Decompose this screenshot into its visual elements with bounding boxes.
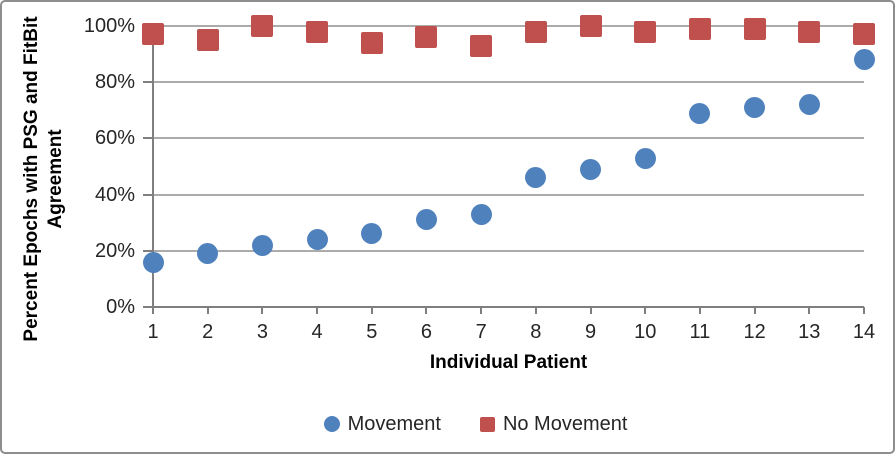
data-point-movement [580,158,602,180]
y-tick-label: 80% [94,71,135,94]
x-axis-tick [316,307,319,314]
data-point-movement [197,243,219,265]
x-axis-tick [534,307,537,314]
data-point-movement [142,251,164,273]
y-axis-line [152,26,154,313]
x-axis-tick [261,307,264,314]
x-tick-label: 1 [147,321,159,343]
gridline [153,249,864,252]
x-axis-tick [425,307,428,314]
data-point-no-movement [306,20,329,43]
data-point-movement [634,147,656,169]
y-tick-label: 100% [83,15,135,37]
data-point-movement [525,167,547,189]
data-point-no-movement [853,23,875,46]
x-axis-tick [589,307,592,314]
x-axis-tick [152,307,154,314]
data-point-no-movement [634,20,657,43]
data-point-movement [798,94,820,116]
data-point-movement [306,229,328,251]
x-tick-label: 7 [475,321,487,343]
gridline [153,81,864,84]
x-tick-label: 10 [634,321,657,343]
data-point-no-movement [142,23,164,46]
data-point-no-movement [743,17,766,40]
y-axis-tick [143,137,153,140]
x-tick-label: 12 [743,321,766,343]
data-point-no-movement [579,15,602,37]
data-point-movement [689,102,711,124]
data-point-movement [361,223,383,245]
y-tick-label: 40% [94,183,135,206]
x-axis-tick [698,307,701,314]
y-axis-tick [143,193,153,196]
x-tick-label: 9 [584,321,597,343]
legend-item-no-movement: No Movement [479,412,628,436]
x-tick-label: 8 [530,321,542,343]
x-axis-tick [644,307,647,314]
x-tick-label: 14 [852,321,876,343]
data-point-movement [470,203,492,225]
x-axis-tick [370,307,373,314]
gridline [153,193,864,196]
legend-label: Movement [347,412,441,435]
x-tick-label: 11 [689,321,711,343]
data-point-no-movement [524,20,547,43]
x-axis-tick [753,307,756,314]
y-axis-tick [143,81,153,84]
data-point-movement [415,209,437,231]
data-point-movement [251,234,273,256]
x-axis-tick [480,307,483,314]
legend-marker-circle-icon [323,416,340,432]
gridline [153,137,864,140]
data-point-no-movement [251,15,274,37]
x-tick-label: 5 [366,321,378,343]
legend-marker-square-icon [479,416,495,432]
x-tick-label: 6 [420,321,433,343]
gridline [153,25,864,27]
y-tick-label: 60% [94,127,135,150]
data-point-movement [744,96,766,118]
y-tick-label: 20% [94,239,135,262]
x-tick-label: 13 [798,321,821,343]
y-axis-tick [143,249,153,252]
y-tick-label: 0% [106,296,135,318]
legend-label: No Movement [502,412,628,435]
data-point-no-movement [415,26,438,49]
x-axis-title: Individual Patient [429,352,588,373]
x-axis-tick [808,307,811,314]
data-point-no-movement [470,34,493,57]
x-axis-line [143,306,864,308]
legend-item-movement: Movement [323,412,441,436]
x-axis-tick [206,307,209,314]
data-point-no-movement [798,20,821,43]
data-point-no-movement [688,17,711,40]
x-tick-label: 4 [311,321,323,343]
x-tick-label: 3 [256,321,268,343]
data-point-no-movement [360,31,383,54]
x-axis-tick [863,307,865,314]
data-point-no-movement [196,29,219,52]
legend: Movement No Movement [30,408,893,440]
x-tick-label: 2 [202,321,214,343]
data-point-movement [853,49,875,71]
